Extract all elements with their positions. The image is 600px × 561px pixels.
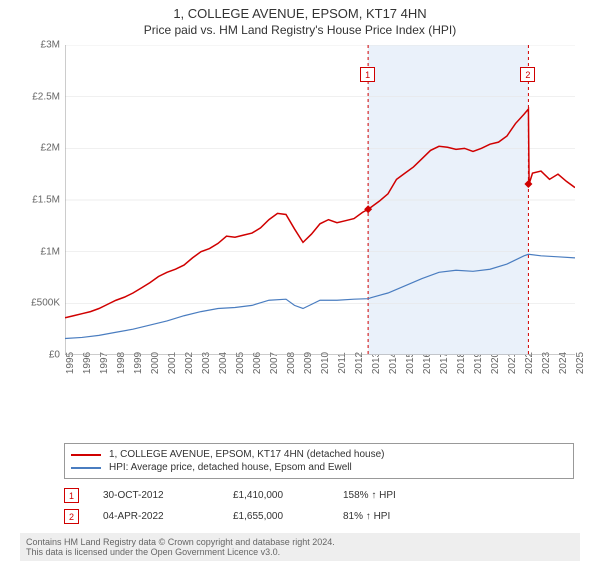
legend-swatch bbox=[71, 454, 101, 456]
legend: 1, COLLEGE AVENUE, EPSOM, KT17 4HN (deta… bbox=[64, 443, 574, 479]
chart-subtitle: Price paid vs. HM Land Registry's House … bbox=[0, 21, 600, 37]
y-axis-tick-label: £3M bbox=[20, 40, 60, 51]
chart-title: 1, COLLEGE AVENUE, EPSOM, KT17 4HN bbox=[0, 0, 600, 21]
attribution-footer: Contains HM Land Registry data © Crown c… bbox=[20, 533, 580, 561]
legend-item: 1, COLLEGE AVENUE, EPSOM, KT17 4HN (deta… bbox=[71, 448, 567, 461]
transaction-date: 04-APR-2022 bbox=[103, 511, 233, 522]
transaction-number-box: 2 bbox=[520, 67, 535, 82]
footer-line-1: Contains HM Land Registry data © Crown c… bbox=[26, 537, 574, 547]
y-axis-tick-label: £1M bbox=[20, 246, 60, 257]
legend-swatch bbox=[71, 467, 101, 469]
footer-line-2: This data is licensed under the Open Gov… bbox=[26, 547, 574, 557]
transaction-date: 30-OCT-2012 bbox=[103, 490, 233, 501]
chart-svg bbox=[65, 45, 575, 355]
transaction-number-box: 1 bbox=[360, 67, 375, 82]
transaction-row: 2 04-APR-2022£1,655,00081% ↑ HPI bbox=[64, 506, 574, 527]
transaction-price: £1,410,000 bbox=[233, 490, 343, 501]
transaction-vs-hpi: 81% ↑ HPI bbox=[343, 511, 390, 522]
legend-item: HPI: Average price, detached house, Epso… bbox=[71, 461, 567, 474]
chart-container: 1, COLLEGE AVENUE, EPSOM, KT17 4HN Price… bbox=[0, 0, 600, 560]
legend-label: 1, COLLEGE AVENUE, EPSOM, KT17 4HN (deta… bbox=[109, 449, 385, 460]
transaction-vs-hpi: 158% ↑ HPI bbox=[343, 490, 396, 501]
y-axis-tick-label: £2M bbox=[20, 143, 60, 154]
y-axis-tick-label: £1.5M bbox=[20, 195, 60, 206]
transaction-price: £1,655,000 bbox=[233, 511, 343, 522]
legend-label: HPI: Average price, detached house, Epso… bbox=[109, 462, 352, 473]
transaction-number: 2 bbox=[64, 509, 79, 524]
transactions-table: 1 30-OCT-2012£1,410,000158% ↑ HPI 2 04-APR-… bbox=[64, 485, 574, 527]
y-axis-tick-label: £0 bbox=[20, 350, 60, 361]
y-axis-tick-label: £2.5M bbox=[20, 91, 60, 102]
chart-plot-area: £0£500K£1M£1.5M£2M£2.5M£3M19951996199719… bbox=[20, 45, 580, 395]
transaction-row: 1 30-OCT-2012£1,410,000158% ↑ HPI bbox=[64, 485, 574, 506]
y-axis-tick-label: £500K bbox=[20, 298, 60, 309]
x-axis-tick-label: 2025 bbox=[575, 352, 600, 374]
transaction-number: 1 bbox=[64, 488, 79, 503]
